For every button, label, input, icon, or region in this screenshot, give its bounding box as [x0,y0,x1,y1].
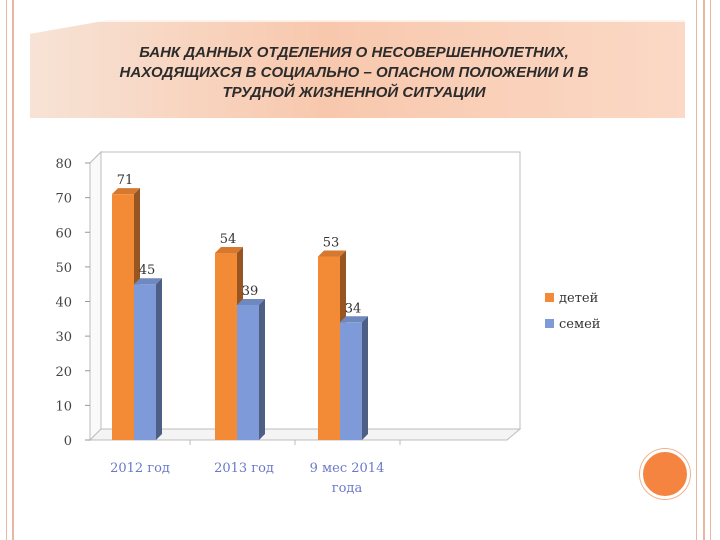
bar-top [215,247,243,254]
title-corner-decoration [30,18,111,34]
y-tick-label: 30 [55,330,72,345]
title-banner [30,20,685,118]
bars: 71 54 53 45 39 34 [112,173,368,440]
legend-swatch [545,293,554,302]
bar-top [237,298,265,305]
bar-side [156,278,162,440]
bar-front [318,256,340,440]
floor [88,428,522,441]
border-line-right-1 [696,0,697,540]
slide-title: БАНК ДАННЫХ ОТДЕЛЕНИЯ О НЕСОВЕРШЕННОЛЕТН… [34,43,674,103]
decorative-circle [640,449,690,499]
y-tick-label: 0 [64,434,72,449]
title-line-2: НАХОДЯЩИХСЯ В СОЦИАЛЬНО – ОПАСНОМ ПОЛОЖЕ… [119,64,589,81]
bar-front [237,304,259,440]
bar-front [340,322,362,440]
bar-семей-2 [340,316,368,440]
data-label: 54 [220,232,237,247]
y-tick-label: 40 [55,296,72,311]
data-label: 53 [323,235,340,250]
bar-top [318,250,346,257]
legend: детей семей [545,291,600,332]
data-label: 34 [345,301,362,316]
border-line-left-2 [12,0,14,540]
y-tick-label: 10 [55,399,72,414]
title-line-3: ТРУДНОЙ ЖИЗНЕННОЙ СИТУАЦИИ [222,84,486,101]
data-label: 45 [139,263,156,278]
bar-top [134,278,162,285]
bar-семей-0 [134,278,162,440]
bar-top [340,316,368,323]
bar-front [215,253,237,440]
data-label: 39 [242,284,259,299]
x-tick-label: 2012 год [110,461,170,476]
x-tick-label-line: 2013 год [214,461,274,476]
legend-label: семей [559,317,600,332]
bar-side [362,316,368,440]
border-line-left-1 [6,0,7,540]
x-tick-label: 2013 год [214,461,274,476]
bar-top [112,188,140,195]
y-tick-label: 70 [55,192,72,207]
legend-label: детей [559,291,598,306]
border-line-right-2 [703,0,705,540]
x-tick-label: 9 мес 2014 года [310,461,385,496]
bar-front [112,194,134,440]
chart-walls [88,150,522,442]
legend-swatch [545,319,554,328]
x-tick-label-line: 9 мес 2014 [310,461,385,476]
x-axis: 2012 год 2013 год 9 мес 2014 года [110,440,401,496]
y-tick-label: 50 [55,261,72,276]
y-tick-label: 20 [55,365,72,380]
x-tick-label-line: года [332,481,363,496]
y-tick-label: 60 [55,226,72,241]
y-axis: 0 10 20 30 40 50 60 70 80 [55,157,90,449]
left-wall [89,150,102,442]
bar-семей-1 [237,298,265,440]
bar-side [259,298,265,440]
x-tick-label-line: 2012 год [110,461,170,476]
bar-front [134,284,156,440]
border-line-right-3 [710,0,711,540]
data-label: 71 [117,173,134,188]
y-tick-label: 80 [55,157,72,172]
title-line-1: БАНК ДАННЫХ ОТДЕЛЕНИЯ О НЕСОВЕРШЕННОЛЕТН… [139,44,569,61]
